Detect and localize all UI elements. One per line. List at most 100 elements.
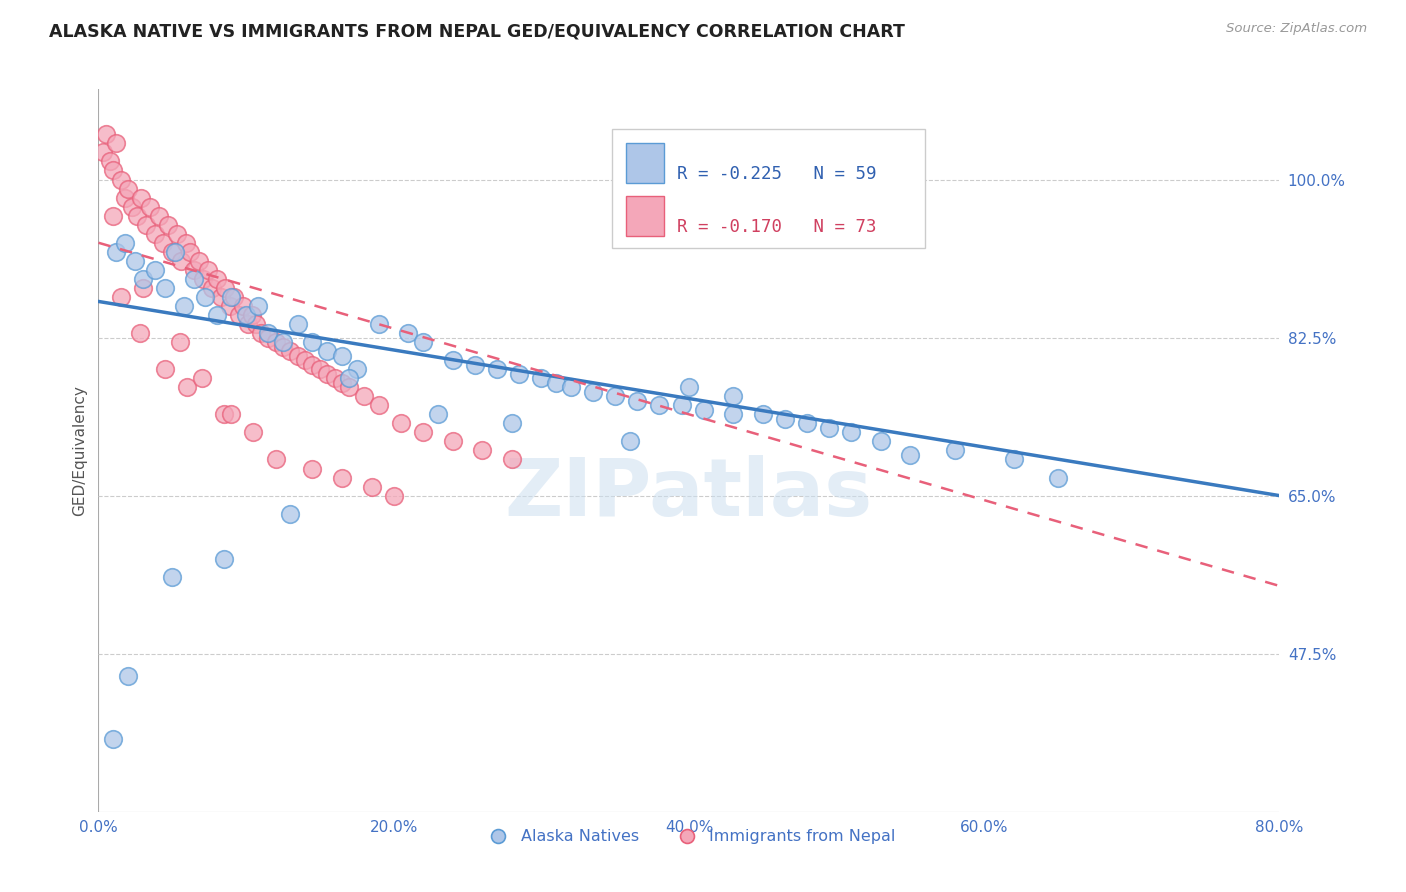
Point xyxy=(218,299,240,313)
Point xyxy=(183,262,205,277)
Legend: Alaska Natives, Immigrants from Nepal: Alaska Natives, Immigrants from Nepal xyxy=(477,823,901,851)
Point xyxy=(153,362,176,376)
Point xyxy=(257,326,280,340)
Point xyxy=(143,227,166,241)
Point xyxy=(316,344,339,359)
Point xyxy=(129,191,152,205)
Point xyxy=(91,145,114,160)
Point xyxy=(228,308,250,322)
Point xyxy=(148,209,170,223)
Point xyxy=(271,340,294,354)
Point xyxy=(353,389,375,403)
Point xyxy=(900,448,922,462)
Point xyxy=(128,326,150,340)
Point xyxy=(301,334,323,349)
Point xyxy=(441,434,464,449)
Point xyxy=(398,326,420,340)
Point xyxy=(250,326,273,340)
Point xyxy=(1002,452,1025,467)
Point xyxy=(330,470,353,484)
Point xyxy=(132,272,155,286)
Point xyxy=(94,128,117,142)
Point xyxy=(173,299,195,313)
Point xyxy=(194,290,217,304)
Point xyxy=(441,353,464,368)
Point xyxy=(301,461,323,475)
Point xyxy=(264,452,287,467)
Point xyxy=(271,334,294,349)
Point xyxy=(209,290,232,304)
Point xyxy=(201,281,224,295)
Point xyxy=(382,489,405,503)
FancyBboxPatch shape xyxy=(612,129,925,248)
Point xyxy=(103,163,125,178)
Point xyxy=(464,358,486,372)
Text: R = -0.225   N = 59: R = -0.225 N = 59 xyxy=(678,165,876,183)
Point xyxy=(530,371,553,385)
Point xyxy=(582,384,605,399)
Point xyxy=(221,407,243,421)
Point xyxy=(179,244,201,259)
Point xyxy=(339,371,361,385)
Text: ZIPatlas: ZIPatlas xyxy=(505,455,873,533)
Point xyxy=(183,272,205,286)
Point xyxy=(232,299,254,313)
Point xyxy=(264,334,287,349)
Point xyxy=(103,732,125,747)
Point xyxy=(360,480,382,494)
Point xyxy=(546,376,568,390)
Point xyxy=(176,380,198,394)
Point xyxy=(818,421,841,435)
Bar xyxy=(626,196,664,236)
Point xyxy=(162,244,183,259)
Point xyxy=(316,367,339,381)
Point xyxy=(626,393,648,408)
Point xyxy=(143,262,166,277)
Point xyxy=(330,349,353,363)
Point xyxy=(246,299,269,313)
Point xyxy=(323,371,346,385)
Point xyxy=(752,407,775,421)
Point xyxy=(166,227,188,241)
Point xyxy=(412,425,434,440)
Point xyxy=(170,253,193,268)
Point xyxy=(139,200,162,214)
Point xyxy=(125,209,148,223)
Point xyxy=(212,407,235,421)
Point xyxy=(841,425,863,440)
Point xyxy=(165,244,187,259)
Point xyxy=(339,380,361,394)
Point xyxy=(187,253,209,268)
Point xyxy=(121,200,143,214)
Point xyxy=(389,417,412,431)
Point xyxy=(110,172,132,186)
Point xyxy=(287,349,309,363)
Bar xyxy=(626,143,664,183)
Point xyxy=(257,330,280,344)
Point xyxy=(723,389,745,403)
Point xyxy=(153,281,176,295)
Point xyxy=(162,570,183,584)
Point xyxy=(508,367,530,381)
Text: R = -0.170   N = 73: R = -0.170 N = 73 xyxy=(678,219,876,236)
Point xyxy=(427,407,450,421)
Point xyxy=(287,317,309,331)
Point xyxy=(114,191,136,205)
Point xyxy=(412,334,434,349)
Point xyxy=(117,669,139,683)
Point xyxy=(678,380,700,394)
Point xyxy=(98,154,121,169)
Point xyxy=(193,272,215,286)
Text: Source: ZipAtlas.com: Source: ZipAtlas.com xyxy=(1226,22,1367,36)
Point xyxy=(330,376,353,390)
Point xyxy=(870,434,893,449)
Point xyxy=(235,308,257,322)
Point xyxy=(197,262,219,277)
Point xyxy=(191,371,214,385)
Point xyxy=(605,389,627,403)
Point xyxy=(309,362,332,376)
Point xyxy=(110,290,132,304)
Point xyxy=(103,209,125,223)
Point xyxy=(221,290,243,304)
Point xyxy=(224,290,246,304)
